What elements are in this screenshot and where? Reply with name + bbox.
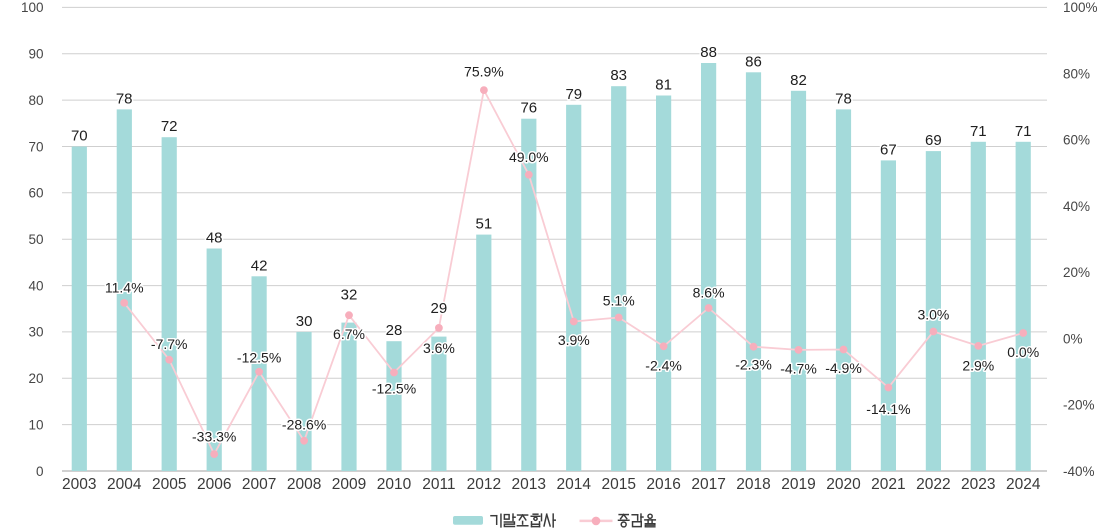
svg-text:40: 40 <box>28 278 43 293</box>
svg-text:0: 0 <box>36 464 44 479</box>
svg-text:-7.7%: -7.7% <box>151 336 188 352</box>
svg-text:20%: 20% <box>1063 265 1090 280</box>
svg-text:2017: 2017 <box>691 476 725 493</box>
svg-text:2015: 2015 <box>601 476 635 493</box>
svg-text:79: 79 <box>565 86 582 103</box>
svg-text:2006: 2006 <box>197 476 231 493</box>
svg-text:28: 28 <box>386 322 403 339</box>
svg-text:2016: 2016 <box>646 476 680 493</box>
svg-text:71: 71 <box>1015 123 1032 140</box>
svg-text:3.9%: 3.9% <box>558 332 590 348</box>
svg-text:-12.5%: -12.5% <box>237 349 281 365</box>
svg-text:29: 29 <box>431 300 448 317</box>
svg-text:5.1%: 5.1% <box>603 292 635 308</box>
svg-text:0.0%: 0.0% <box>1007 344 1039 360</box>
svg-text:2022: 2022 <box>916 476 950 493</box>
svg-text:2012: 2012 <box>467 476 501 493</box>
svg-text:2024: 2024 <box>1006 476 1041 493</box>
svg-text:83: 83 <box>610 67 627 84</box>
svg-text:2009: 2009 <box>332 476 366 493</box>
svg-text:70: 70 <box>71 128 88 145</box>
svg-text:72: 72 <box>161 118 178 135</box>
svg-text:8.6%: 8.6% <box>693 285 725 301</box>
svg-text:40%: 40% <box>1063 199 1090 214</box>
svg-text:2023: 2023 <box>961 476 995 493</box>
svg-text:-4.9%: -4.9% <box>825 360 862 376</box>
svg-text:32: 32 <box>341 286 358 303</box>
svg-text:2013: 2013 <box>512 476 546 493</box>
svg-text:2014: 2014 <box>557 476 592 493</box>
svg-text:70: 70 <box>28 139 43 154</box>
svg-text:100: 100 <box>21 0 44 15</box>
svg-text:76: 76 <box>520 100 537 117</box>
svg-text:-28.6%: -28.6% <box>282 416 326 432</box>
svg-text:2.9%: 2.9% <box>962 357 994 373</box>
svg-text:60: 60 <box>28 186 43 201</box>
svg-text:75.9%: 75.9% <box>464 64 504 80</box>
svg-text:82: 82 <box>790 72 807 89</box>
svg-text:90: 90 <box>28 47 43 62</box>
svg-text:-33.3%: -33.3% <box>192 429 236 445</box>
svg-text:2005: 2005 <box>152 476 186 493</box>
svg-text:2004: 2004 <box>107 476 142 493</box>
svg-text:-2.3%: -2.3% <box>735 357 772 373</box>
svg-text:49.0%: 49.0% <box>509 149 549 165</box>
svg-text:3.6%: 3.6% <box>423 340 455 356</box>
svg-text:50: 50 <box>28 232 43 247</box>
svg-text:30: 30 <box>296 313 313 330</box>
svg-text:86: 86 <box>745 53 762 70</box>
svg-text:20: 20 <box>28 371 43 386</box>
svg-text:2019: 2019 <box>781 476 815 493</box>
svg-text:69: 69 <box>925 132 942 149</box>
svg-text:51: 51 <box>476 216 493 233</box>
svg-text:60%: 60% <box>1063 133 1090 148</box>
svg-text:-20%: -20% <box>1063 398 1095 413</box>
svg-text:100%: 100% <box>1063 0 1098 15</box>
svg-text:67: 67 <box>880 141 897 158</box>
svg-text:11.4%: 11.4% <box>105 280 144 296</box>
svg-text:48: 48 <box>206 230 223 247</box>
svg-text:88: 88 <box>700 44 717 61</box>
svg-text:42: 42 <box>251 257 268 274</box>
svg-text:78: 78 <box>835 90 852 107</box>
svg-text:2010: 2010 <box>377 476 412 493</box>
svg-text:80: 80 <box>28 93 43 108</box>
svg-text:2003: 2003 <box>62 476 96 493</box>
svg-text:10: 10 <box>28 417 43 432</box>
svg-text:-14.1%: -14.1% <box>866 401 910 417</box>
svg-text:-40%: -40% <box>1063 464 1095 479</box>
svg-text:6.7%: 6.7% <box>333 326 365 342</box>
svg-text:2020: 2020 <box>826 476 861 493</box>
svg-text:81: 81 <box>655 77 672 94</box>
svg-text:-4.7%: -4.7% <box>780 361 817 377</box>
svg-text:2008: 2008 <box>287 476 321 493</box>
svg-text:-12.5%: -12.5% <box>372 381 416 397</box>
svg-text:71: 71 <box>970 123 987 140</box>
svg-text:80%: 80% <box>1063 66 1090 81</box>
svg-text:3.0%: 3.0% <box>917 307 949 323</box>
svg-text:78: 78 <box>116 90 133 107</box>
svg-text:30: 30 <box>28 325 43 340</box>
svg-text:0%: 0% <box>1063 331 1083 346</box>
svg-text:2007: 2007 <box>242 476 276 493</box>
svg-text:2018: 2018 <box>736 476 770 493</box>
svg-text:-2.4%: -2.4% <box>645 358 682 374</box>
svg-text:2011: 2011 <box>422 476 455 493</box>
svg-text:2021: 2021 <box>871 476 905 493</box>
